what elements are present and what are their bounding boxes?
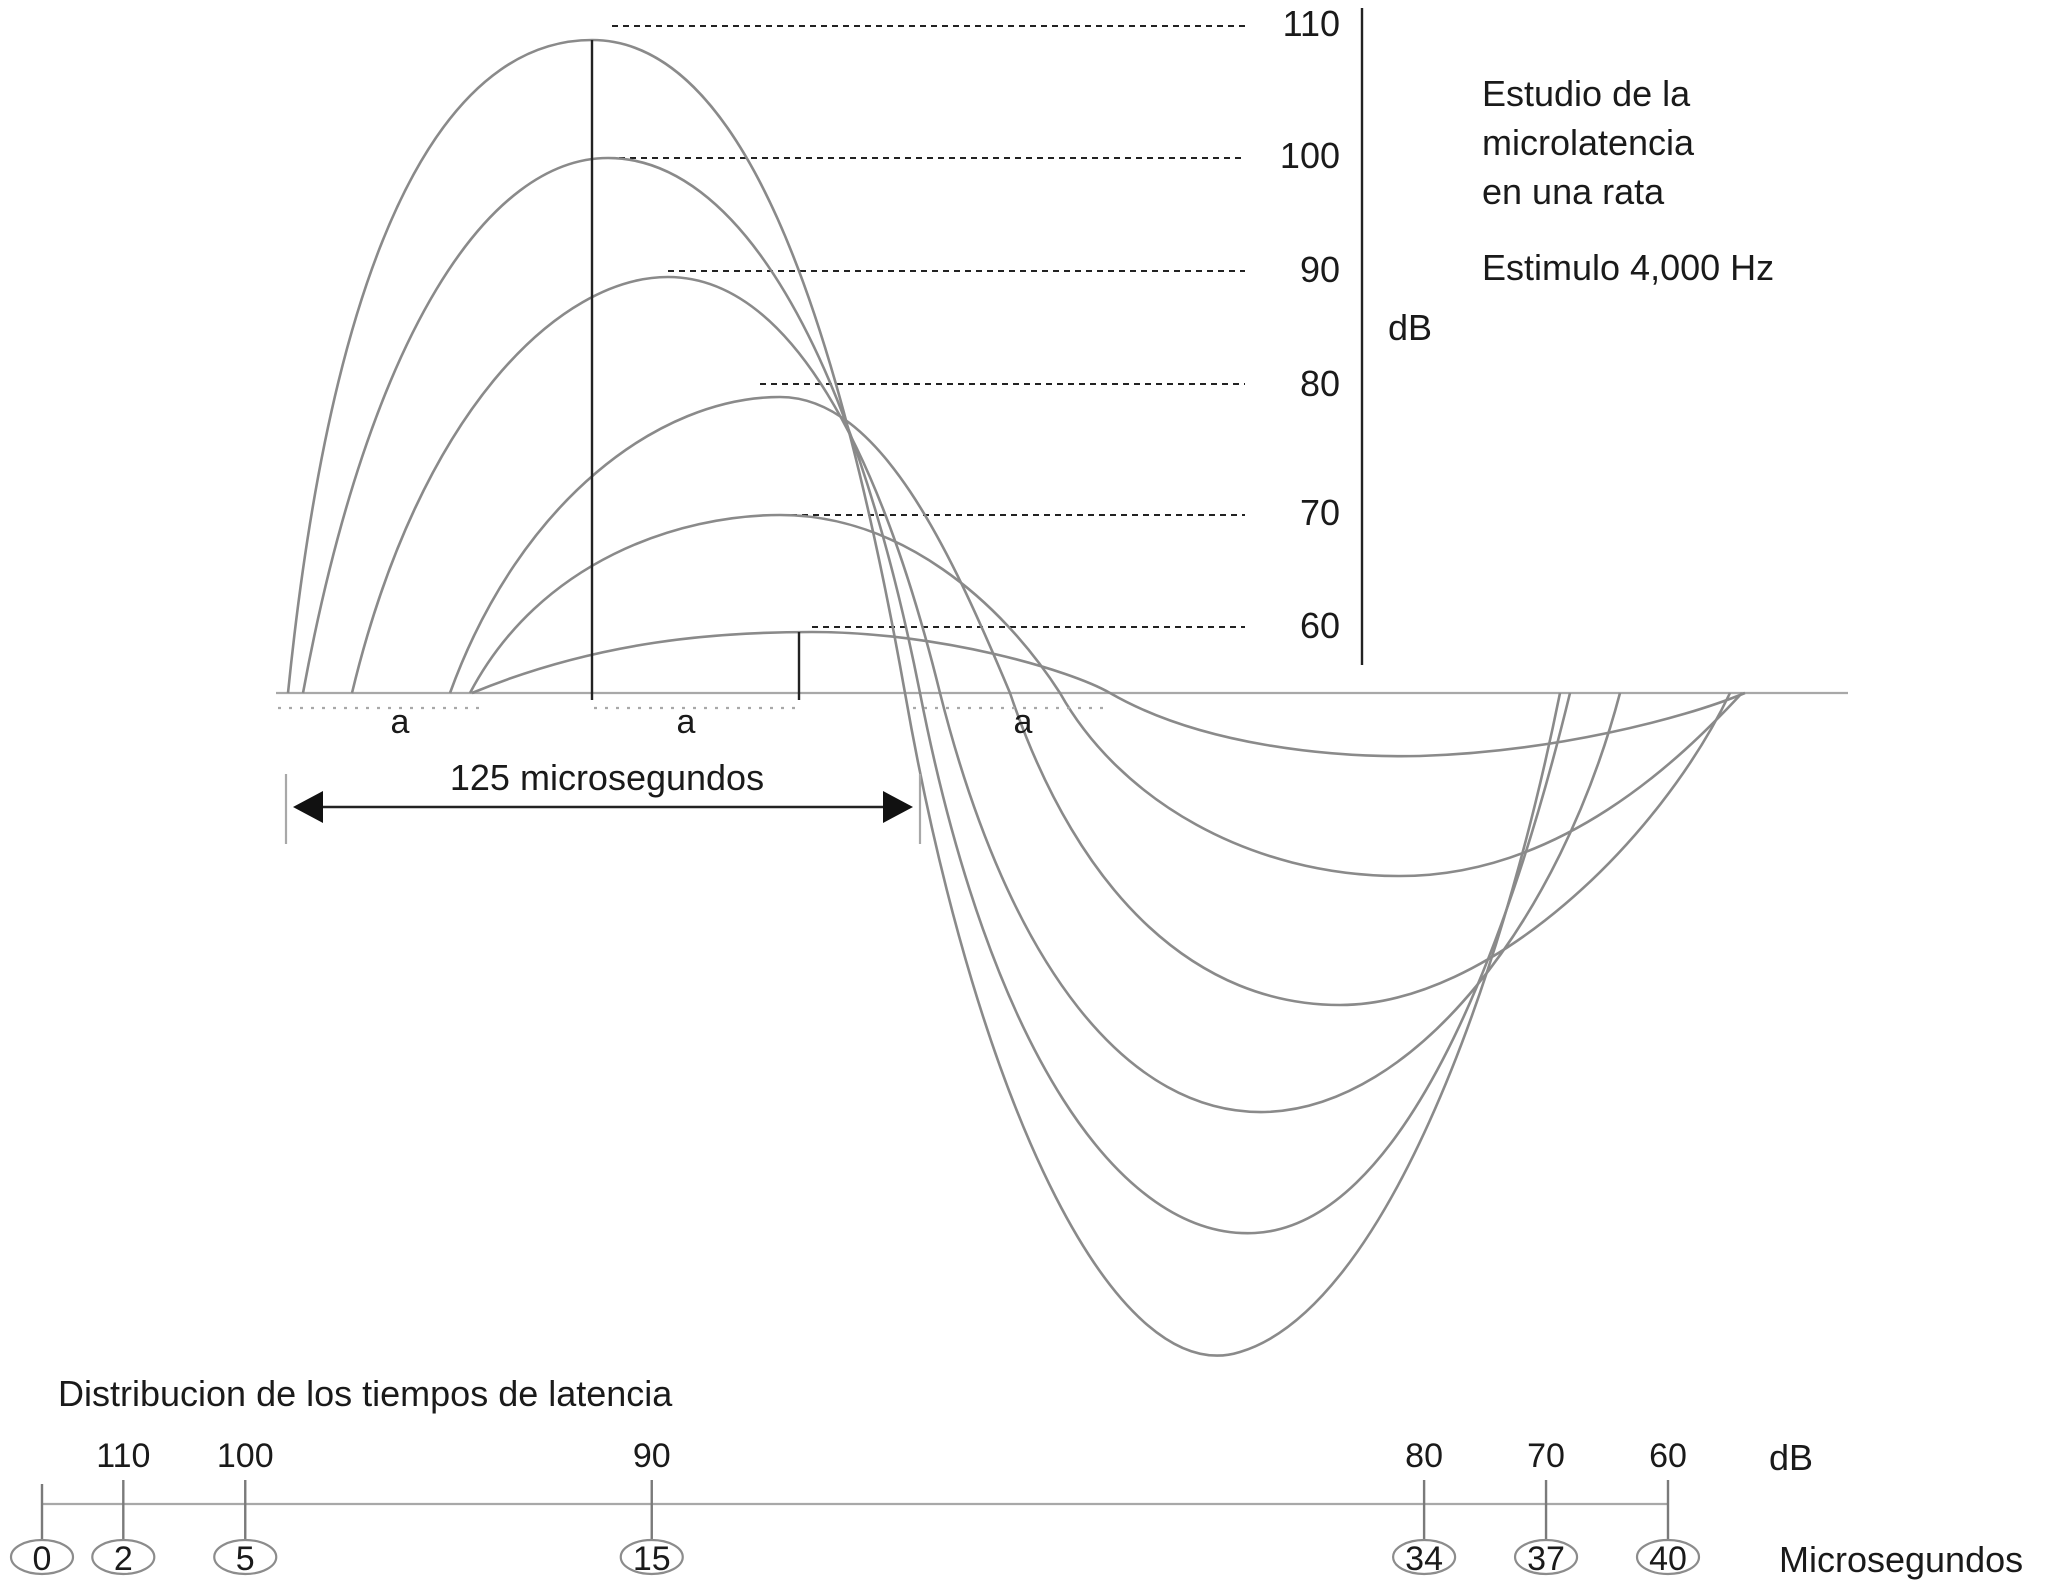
segment-a-1-label: a [391,703,410,741]
distribution-value-oval [1635,1538,1701,1576]
distribution-db-label: 70 [1527,1437,1565,1475]
distribution-value-oval [1391,1538,1457,1576]
distribution-db-label: 110 [96,1437,150,1475]
distribution-us-label: 40 [1649,1540,1687,1578]
distribution-us-label: 37 [1527,1540,1565,1578]
stimulus-label: Estimulo 4,000 Hz [1482,247,1774,288]
scale-label-60: 60 [1300,605,1340,646]
distribution-db-label: 80 [1405,1437,1443,1475]
scale-label-100: 100 [1280,135,1340,176]
distribution-title: Distribucion de los tiempos de latencia [58,1373,673,1414]
distribution-time-unit: Microsegundos [1779,1539,2023,1580]
waveform-60db [471,630,1746,758]
distribution-us-label: 0 [33,1540,52,1578]
distribution-db-label: 90 [633,1437,671,1475]
scale-label-80: 80 [1300,363,1340,404]
scale-label-110: 110 [1283,3,1340,44]
waveform-90db [350,275,1622,1114]
period-arrow-right-head [883,791,913,823]
distribution-us-label: 34 [1405,1540,1443,1578]
study-line-1: Estudio de la [1482,73,1691,114]
distribution-value-oval [91,1538,156,1576]
distribution-us-label: 5 [236,1540,255,1578]
distribution-db-label: 60 [1649,1437,1687,1475]
scale-label-70: 70 [1300,492,1340,533]
study-line-2: microlatencia [1482,122,1695,163]
distribution-us-label: 2 [114,1540,133,1578]
waveform-100db [301,156,1572,1235]
period-arrow-left-head [293,791,323,823]
study-line-3: en una rata [1482,171,1665,212]
distribution-db-unit: dB [1769,1437,1813,1478]
distribution-us-label: 15 [633,1540,671,1578]
waveform-110db [286,38,1562,1357]
distribution-value-oval [9,1538,75,1576]
distribution-value-oval [1513,1538,1579,1576]
scale-unit-label: dB [1388,307,1432,348]
segment-a-2-label: a [677,703,696,741]
waveform-80db [448,395,1732,1007]
segment-a-3-label: a [1014,703,1033,741]
waveform-70db [468,513,1743,878]
distribution-marks: 0 110 2 100 5 90 15 80 34 70 37 60 40 [9,1437,1701,1578]
distribution-value-oval [619,1538,684,1576]
scale-label-90: 90 [1300,249,1340,290]
period-label: 125 microsegundos [450,757,764,798]
distribution-value-oval [213,1538,278,1576]
distribution-db-label: 100 [217,1437,274,1475]
